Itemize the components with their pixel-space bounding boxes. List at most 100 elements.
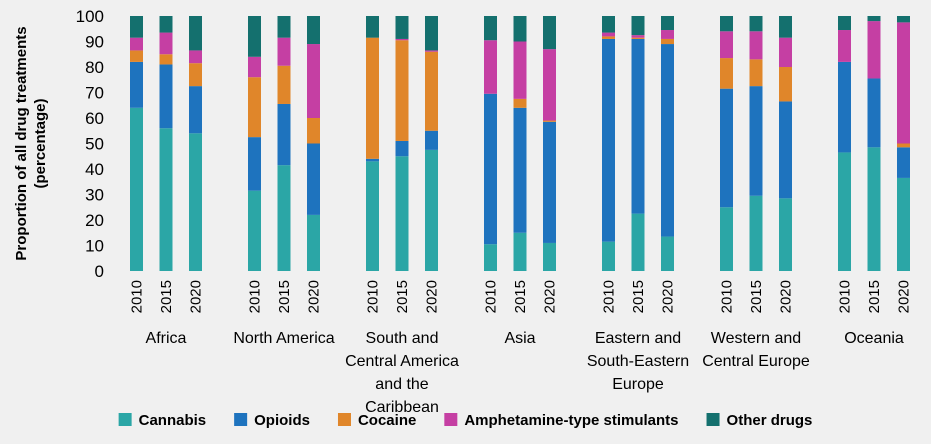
y-tick-label: 40 bbox=[85, 160, 104, 179]
bar-segment-cannabis bbox=[543, 242, 556, 271]
bar-segment-cocaine bbox=[277, 65, 291, 104]
y-tick-label: 90 bbox=[85, 33, 104, 52]
bar-segment-cocaine bbox=[779, 67, 792, 102]
bar-segment-amphetamine-type-stimulants bbox=[543, 49, 556, 121]
bar-segment-cannabis bbox=[130, 107, 143, 271]
x-year-label: 2015 bbox=[630, 280, 647, 313]
bar-segment-opioids bbox=[513, 107, 527, 233]
legend-label-cocaine: Cocaine bbox=[358, 412, 416, 429]
bar-segment-other-drugs bbox=[631, 16, 645, 36]
legend-label-other-drugs: Other drugs bbox=[727, 412, 813, 429]
bar-segment-amphetamine-type-stimulants bbox=[867, 21, 881, 79]
x-year-label: 2010 bbox=[601, 280, 618, 313]
bar-segment-cannabis bbox=[159, 128, 173, 271]
y-tick-label: 50 bbox=[85, 135, 104, 154]
bar-segment-amphetamine-type-stimulants bbox=[395, 38, 409, 41]
bar-segment-cannabis bbox=[366, 161, 379, 271]
x-year-label: 2020 bbox=[306, 280, 323, 313]
bar-segment-opioids bbox=[897, 147, 910, 178]
x-category-label: Eastern and South-Eastern Europe bbox=[587, 330, 689, 393]
legend-label-opioids: Opioids bbox=[254, 412, 310, 429]
bar-segment-other-drugs bbox=[189, 16, 202, 51]
bar-segment-other-drugs bbox=[543, 16, 556, 50]
bar-segment-opioids bbox=[484, 93, 497, 245]
bar-segment-amphetamine-type-stimulants bbox=[838, 30, 851, 62]
bar-segment-amphetamine-type-stimulants bbox=[248, 56, 261, 78]
bar-segment-cocaine bbox=[543, 120, 556, 122]
y-tick-label: 30 bbox=[85, 186, 104, 205]
bar-segment-cannabis bbox=[631, 213, 645, 271]
bar-segment-other-drugs bbox=[513, 16, 527, 42]
x-category-label: Asia bbox=[504, 330, 535, 347]
x-year-label: 2015 bbox=[158, 280, 175, 313]
bar-segment-cocaine bbox=[720, 58, 733, 89]
y-tick-label: 70 bbox=[85, 84, 104, 103]
bar-segment-opioids bbox=[749, 86, 763, 196]
x-year-label: 2020 bbox=[424, 280, 441, 313]
bar-segment-cannabis bbox=[277, 165, 291, 271]
bar-segment-cocaine bbox=[395, 40, 409, 141]
bar-segment-opioids bbox=[661, 44, 674, 237]
bar-segment-other-drugs bbox=[395, 16, 409, 39]
bar-segment-cocaine bbox=[425, 51, 438, 131]
bar-segment-cocaine bbox=[189, 63, 202, 87]
bar-segment-cocaine bbox=[661, 38, 674, 45]
bar-segment-cannabis bbox=[779, 198, 792, 271]
bar-segment-other-drugs bbox=[425, 16, 438, 51]
bar-segment-other-drugs bbox=[838, 16, 851, 31]
bar-segment-other-drugs bbox=[867, 16, 881, 22]
bar-segment-cannabis bbox=[307, 214, 320, 271]
bar-segment-amphetamine-type-stimulants bbox=[189, 50, 202, 64]
bar-segment-other-drugs bbox=[484, 16, 497, 41]
y-tick-label: 20 bbox=[85, 211, 104, 230]
legend-swatch-cannabis bbox=[118, 413, 132, 426]
bar-segment-opioids bbox=[779, 101, 792, 199]
legend-label-amphetamine-type-stimulants: Amphetamine-type stimulants bbox=[464, 412, 678, 429]
bar-segment-cannabis bbox=[867, 147, 881, 271]
bar-segment-opioids bbox=[425, 130, 438, 150]
x-category-label: Oceania bbox=[844, 330, 904, 347]
bar-segment-cannabis bbox=[513, 232, 527, 271]
x-year-label: 2020 bbox=[188, 280, 205, 313]
x-category-label: Africa bbox=[146, 330, 187, 347]
bar-segment-amphetamine-type-stimulants bbox=[631, 35, 645, 38]
bar-segment-cannabis bbox=[425, 149, 438, 271]
bar-segment-amphetamine-type-stimulants bbox=[513, 41, 527, 99]
y-tick-label: 80 bbox=[85, 58, 104, 77]
x-year-label: 2010 bbox=[483, 280, 500, 313]
bar-segment-amphetamine-type-stimulants bbox=[130, 37, 143, 51]
bar-segment-amphetamine-type-stimulants bbox=[484, 40, 497, 94]
x-year-label: 2020 bbox=[542, 280, 559, 313]
legend-swatch-cocaine bbox=[337, 413, 351, 426]
bar-segment-other-drugs bbox=[159, 16, 173, 33]
bar-segment-cocaine bbox=[897, 143, 910, 148]
x-year-label: 2015 bbox=[866, 280, 883, 313]
bar-segment-cannabis bbox=[661, 236, 674, 271]
bar-segment-cocaine bbox=[130, 50, 143, 62]
bar-segment-cannabis bbox=[248, 190, 261, 271]
bar-segment-other-drugs bbox=[749, 16, 763, 32]
bar-segment-cannabis bbox=[838, 152, 851, 271]
bar-segment-other-drugs bbox=[720, 16, 733, 32]
bar-segment-cocaine bbox=[366, 37, 379, 159]
bar-segment-other-drugs bbox=[130, 16, 143, 38]
bar-segment-cannabis bbox=[484, 244, 497, 271]
bar-segment-amphetamine-type-stimulants bbox=[749, 31, 763, 60]
bar-segment-amphetamine-type-stimulants bbox=[897, 22, 910, 144]
y-tick-label: 0 bbox=[95, 262, 104, 281]
bar-segment-amphetamine-type-stimulants bbox=[661, 30, 674, 39]
bar-segment-other-drugs bbox=[366, 16, 379, 38]
bar-segment-opioids bbox=[395, 140, 409, 157]
bar-segment-amphetamine-type-stimulants bbox=[602, 32, 615, 37]
x-year-label: 2020 bbox=[660, 280, 677, 313]
legend-label-cannabis: Cannabis bbox=[139, 412, 207, 429]
bar-segment-opioids bbox=[307, 143, 320, 215]
y-tick-label: 60 bbox=[85, 109, 104, 128]
bar-segment-opioids bbox=[867, 78, 881, 148]
legend-swatch-other-drugs bbox=[706, 413, 720, 426]
y-axis-title: Proportion of all drug treatments (percen… bbox=[13, 26, 49, 260]
x-year-label: 2020 bbox=[778, 280, 795, 313]
x-year-label: 2010 bbox=[719, 280, 736, 313]
x-category-label: North America bbox=[233, 330, 334, 347]
